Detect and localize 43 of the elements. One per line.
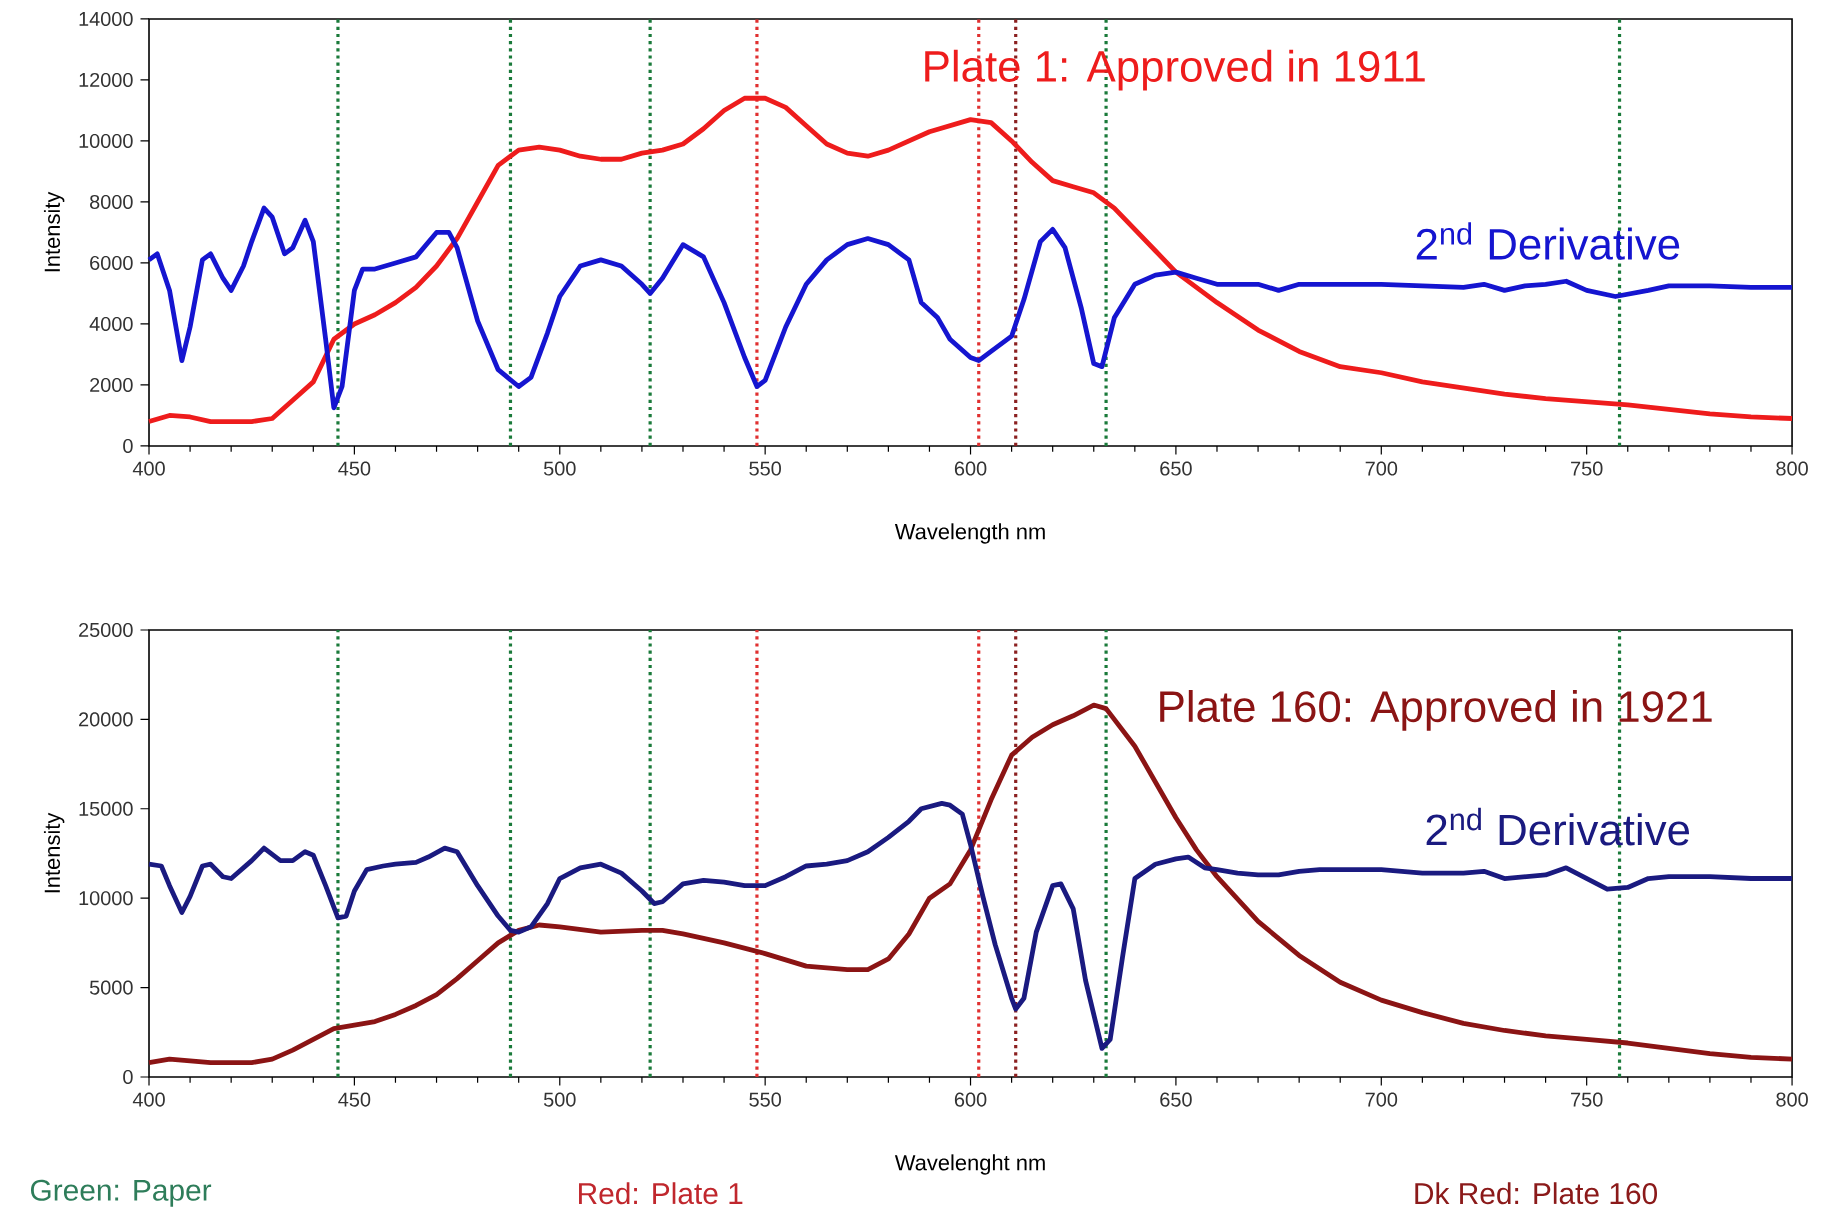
y-tick-label: 10000 — [79, 891, 133, 906]
y-tick-label: 4000 — [89, 316, 133, 331]
x-tick-label: 800 — [1776, 461, 1808, 476]
y-tick-label: 10000 — [79, 133, 133, 148]
y-tick-label: 5000 — [89, 980, 133, 995]
x-tick-label: 450 — [338, 461, 371, 476]
y-tick-label: 8000 — [90, 194, 133, 209]
series-label: 2$^{nd}$ Derivative — [1416, 222, 1680, 260]
y-tick-label: 14000 — [79, 11, 133, 26]
x-tick-label: 800 — [1776, 1092, 1808, 1107]
y-tick-label: 15000 — [79, 801, 133, 816]
x-tick-label: 650 — [1160, 1092, 1192, 1107]
x-tick-label: 750 — [1571, 1092, 1603, 1107]
y-axis-title: Intensity — [43, 812, 65, 893]
text: Red: Plate 1 — [579, 1182, 743, 1205]
series-label: 2$^{nd}$ Derivative — [1426, 807, 1690, 846]
x-tick-label: 400 — [132, 461, 165, 476]
x-tick-label: 600 — [954, 461, 987, 476]
text: Dk Red: Plate 160 — [1415, 1182, 1658, 1205]
y-axis-title: Intensity — [43, 191, 65, 272]
text: Green: Paper — [30, 1179, 212, 1207]
x-tick-label: 550 — [749, 461, 781, 476]
y-tick-label: 20000 — [79, 712, 133, 727]
x-tick-label: 700 — [1365, 1092, 1398, 1107]
y-tick-label: 25000 — [79, 622, 133, 638]
x-axis-title: Wavelenght nm — [894, 1154, 1045, 1175]
x-tick-label: 750 — [1571, 461, 1603, 476]
x-tick-label: 450 — [338, 1092, 371, 1107]
y-tick-label: 12000 — [79, 72, 133, 87]
y-tick-label: 0 — [123, 438, 133, 454]
series-label: Plate 160: Approved in 1921 — [1160, 689, 1712, 731]
series-label: Plate 1: Approved in 1911 — [925, 49, 1425, 91]
x-tick-label: 500 — [543, 1092, 576, 1107]
x-tick-label: 600 — [954, 1092, 987, 1107]
x-tick-label: 700 — [1365, 461, 1398, 476]
y-tick-label: 2000 — [90, 377, 133, 393]
x-tick-label: 650 — [1160, 461, 1192, 476]
y-tick-label: 0 — [123, 1069, 133, 1085]
x-tick-label: 500 — [543, 461, 576, 476]
x-tick-label: 550 — [749, 1092, 781, 1107]
y-tick-label: 6000 — [90, 255, 133, 270]
x-axis-title: Wavelength nm — [894, 523, 1045, 544]
x-tick-label: 400 — [132, 1092, 165, 1107]
